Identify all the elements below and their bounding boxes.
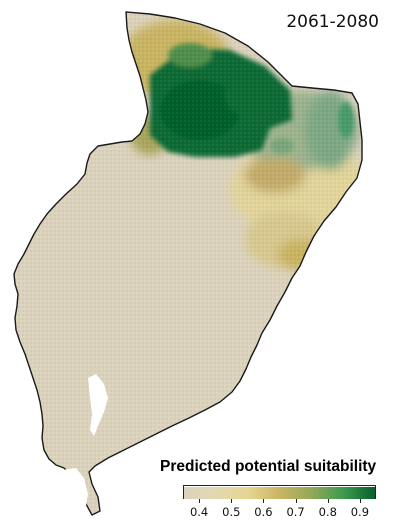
legend-tick-mark	[231, 499, 233, 503]
legend-tick-label: 0.9	[350, 505, 370, 519]
legend-tick-label: 0.6	[254, 505, 273, 519]
water-inlets	[62, 374, 108, 506]
legend-tick-mark	[327, 499, 329, 503]
legend-tick-mark	[263, 499, 265, 503]
legend-tick-label: 0.8	[318, 505, 337, 519]
legend-tick-mark	[359, 499, 361, 503]
legend-tick-mark	[199, 499, 201, 503]
legend-colorbar	[183, 485, 376, 499]
legend-tick-label: 0.4	[189, 505, 209, 519]
time-period-label: 2061-2080	[286, 12, 379, 32]
legend-tick-label: 0.7	[286, 505, 305, 519]
legend-tick-mark	[295, 499, 297, 503]
legend-tick-label: 0.5	[222, 505, 241, 519]
legend-title: Predicted potential suitability	[160, 458, 377, 475]
